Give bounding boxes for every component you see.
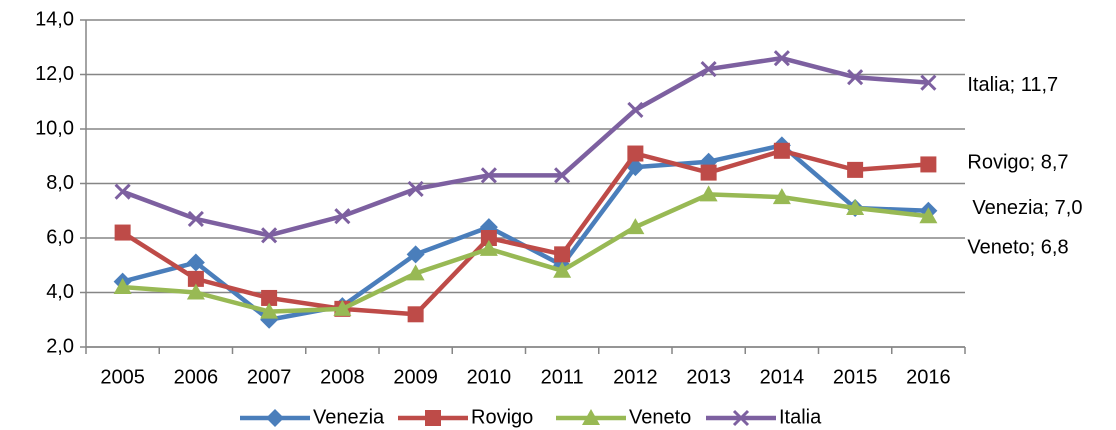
legend-marker [425,410,441,426]
series-line [121,148,929,317]
series-line [122,192,929,314]
data-point [114,224,131,241]
x-tick-label: 2008 [320,366,365,388]
y-tick-label: 8,0 [46,172,74,194]
data-point [920,74,937,91]
x-tick-label: 2010 [467,366,512,388]
y-tick-label: 4,0 [46,281,74,303]
data-point [333,299,352,316]
data-point [626,218,645,235]
y-tick-label: 2,0 [46,335,74,357]
y-tick-label: 12,0 [35,63,74,85]
end-label: Venezia; 7,0 [972,197,1082,219]
end-label: Rovigo; 8,7 [967,152,1068,174]
legend-label: Veneto [629,406,691,428]
x-tick-label: 2015 [833,366,878,388]
data-point [114,183,131,200]
data-point [920,156,937,173]
data-point [407,306,424,323]
x-tick-label: 2014 [760,366,805,388]
x-tick-label: 2013 [686,366,731,388]
data-point [186,253,205,272]
legend-marker [582,409,600,425]
data-point [847,161,864,178]
data-point [187,270,204,287]
x-tick-label: 2006 [174,366,219,388]
data-point [407,180,424,198]
end-label: Veneto; 6,8 [967,236,1068,258]
x-tick-label: 2012 [613,366,658,388]
data-point [554,167,571,184]
data-point [846,199,865,216]
series-line [121,55,929,238]
legend-marker [266,409,284,427]
data-point [627,145,644,162]
data-point [480,230,497,246]
y-tick-label: 10,0 [35,117,74,139]
x-tick-label: 2011 [541,366,584,388]
legend-label: Italia [779,406,822,428]
data-point [773,50,790,67]
legend-marker [732,409,750,427]
data-point [334,208,351,225]
y-tick-label: 6,0 [46,226,74,248]
data-point [700,60,717,78]
data-point [261,227,278,244]
data-point [772,188,791,205]
data-point [479,239,498,256]
x-tick-label: 2007 [247,366,292,388]
y-tick-label: 14,0 [35,8,74,30]
data-point [919,207,938,224]
x-tick-label: 2016 [906,366,951,388]
data-point [260,302,279,319]
data-point [406,245,425,264]
data-point [700,164,717,181]
data-point [847,69,864,86]
data-point [480,167,497,184]
data-point [627,101,644,118]
end-label: Italia; 11,7 [967,74,1058,96]
data-point [553,261,572,278]
legend-label: Rovigo [471,406,533,428]
x-tick-label: 2009 [393,366,438,388]
legend-label: Venezia [313,406,385,428]
data-point [113,278,132,295]
data-point [773,142,790,159]
x-tick-label: 2005 [100,366,145,388]
data-point [186,283,205,300]
data-point [554,246,571,263]
data-point [699,185,718,202]
data-point [406,264,425,281]
data-point [187,210,204,227]
data-point [261,289,278,306]
